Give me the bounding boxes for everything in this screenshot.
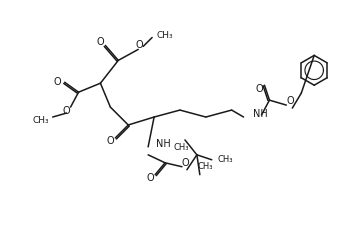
Text: O: O	[181, 158, 189, 168]
Text: CH₃: CH₃	[157, 31, 173, 40]
Text: NH: NH	[253, 109, 267, 119]
Text: O: O	[63, 106, 71, 116]
Text: O: O	[286, 96, 294, 106]
Text: O: O	[135, 40, 143, 50]
Text: O: O	[97, 37, 104, 48]
Text: CH₃: CH₃	[197, 162, 212, 171]
Text: CH₃: CH₃	[173, 143, 189, 152]
Text: O: O	[256, 84, 263, 94]
Text: CH₃: CH₃	[33, 115, 49, 124]
Text: CH₃: CH₃	[218, 155, 234, 164]
Text: O: O	[146, 173, 154, 183]
Text: NH: NH	[156, 139, 171, 149]
Text: O: O	[107, 136, 114, 146]
Text: O: O	[54, 77, 62, 87]
